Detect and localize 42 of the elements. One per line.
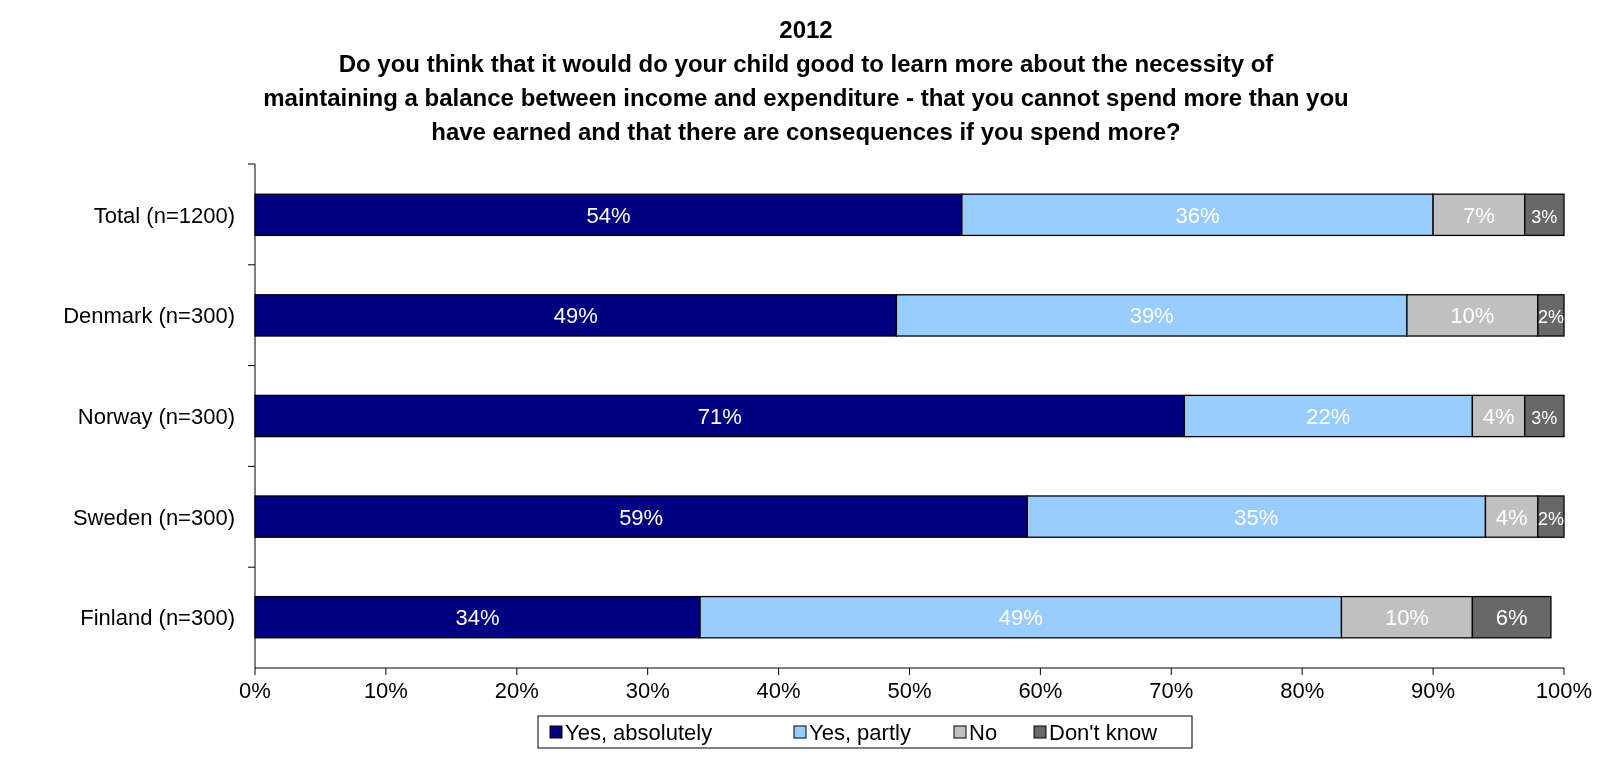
data-label: 2% xyxy=(1537,508,1564,529)
x-tick-label: 100% xyxy=(1535,678,1593,703)
y-tick-label: Norway (n=300) xyxy=(77,404,235,429)
x-tick-label: 60% xyxy=(1018,678,1063,703)
data-label: 7% xyxy=(1463,202,1495,228)
data-label: 71% xyxy=(697,404,742,429)
x-tick-label: 30% xyxy=(625,678,670,703)
x-tick-label: 0% xyxy=(239,678,271,703)
chart-title: 2012 xyxy=(779,16,833,43)
x-tick-label: 10% xyxy=(363,678,408,703)
y-tick-label: Finland (n=300) xyxy=(80,605,235,631)
data-label: 34% xyxy=(455,605,500,631)
data-label: 49% xyxy=(553,303,598,329)
x-tick-label: 20% xyxy=(494,678,539,703)
data-label: 10% xyxy=(1450,303,1495,329)
legend-label: Yes, partly xyxy=(809,720,911,745)
x-tick-label: 40% xyxy=(756,678,801,703)
data-label: 39% xyxy=(1129,303,1174,329)
data-label: 4% xyxy=(1482,404,1515,429)
legend-label: Don't know xyxy=(1049,720,1158,745)
data-label: 36% xyxy=(1175,202,1220,228)
data-label: 22% xyxy=(1306,404,1351,429)
data-label: 3% xyxy=(1531,206,1558,227)
x-tick-label: 90% xyxy=(1411,678,1456,703)
y-tick-label: Total (n=1200) xyxy=(93,202,235,228)
data-label: 54% xyxy=(586,202,631,228)
data-label: 4% xyxy=(1495,504,1528,530)
data-label: 2% xyxy=(1537,307,1564,328)
y-tick-label: Denmark (n=300) xyxy=(63,303,235,329)
x-tick-label: 80% xyxy=(1280,678,1325,703)
legend-label: Yes, absolutely xyxy=(565,720,713,745)
x-tick-label: 70% xyxy=(1149,678,1194,703)
x-tick-label: 50% xyxy=(887,678,932,703)
data-label: 49% xyxy=(998,605,1043,631)
data-label: 35% xyxy=(1234,504,1279,530)
data-label: 10% xyxy=(1384,605,1429,631)
data-label: 6% xyxy=(1495,605,1528,631)
chart-subtitle: Do you think that it would do your child good to learn more about the necessity of maintaining a balance between income and expenditure - that you cannot spend more than you have earned and that there are consequences if you spend more? xyxy=(263,50,1349,145)
y-tick-label: Sweden (n=300) xyxy=(72,504,235,530)
legend-label: No xyxy=(969,720,998,745)
data-label: 59% xyxy=(619,504,664,530)
data-label: 3% xyxy=(1531,408,1558,428)
